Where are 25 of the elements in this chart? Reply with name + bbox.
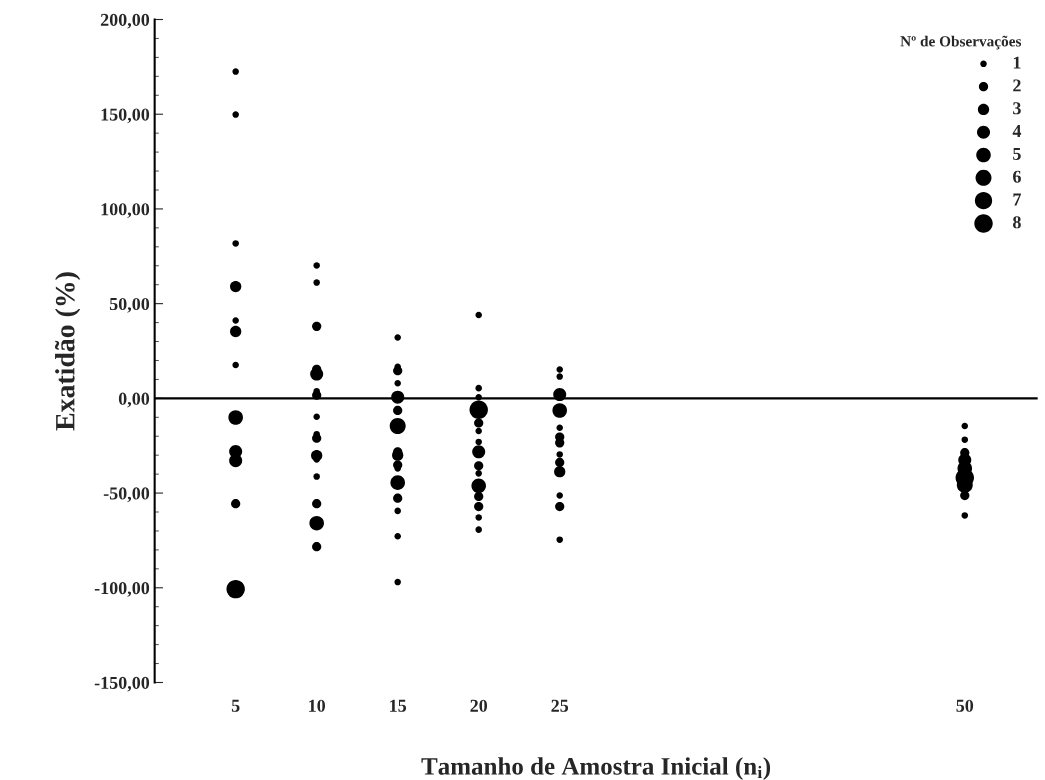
x-axis-title: Tamanho de Amostra Inicial (n$_{i}$)	[421, 757, 771, 780]
legend-label: 5	[1013, 147, 1021, 160]
y-tick-label: 200,00	[100, 13, 150, 29]
y-tick-label: 100,00	[101, 203, 150, 218]
legend-label: 3	[1013, 102, 1021, 115]
legend-label: 2	[1013, 79, 1021, 92]
legend-label: 7	[1013, 193, 1021, 206]
y-tick-label: 50,00	[109, 297, 150, 313]
legend-label: 6	[1013, 170, 1021, 183]
x-tick-label: 20	[470, 699, 488, 712]
x-tick-label: 10	[309, 699, 326, 712]
y-axis-title: Exatidão (%)	[55, 272, 81, 431]
x-tick-label: 25	[551, 699, 569, 712]
x-tick-label: 50	[956, 699, 974, 712]
legend-title: Nº de Observações	[900, 35, 1022, 50]
y-tick-label: -150,00	[94, 676, 150, 692]
legend-label: 8	[1013, 216, 1021, 229]
y-tick-label: 0,00	[118, 392, 150, 408]
x-tick-label: 5	[231, 699, 240, 712]
y-tick-label: -100,00	[94, 582, 150, 597]
x-tick-label: 15	[390, 699, 407, 712]
legend-label: 4	[1012, 125, 1022, 137]
y-tick-label: -50,00	[103, 487, 150, 503]
y-tick-label: 150,00	[101, 108, 150, 124]
legend-label: 1	[1013, 56, 1021, 69]
